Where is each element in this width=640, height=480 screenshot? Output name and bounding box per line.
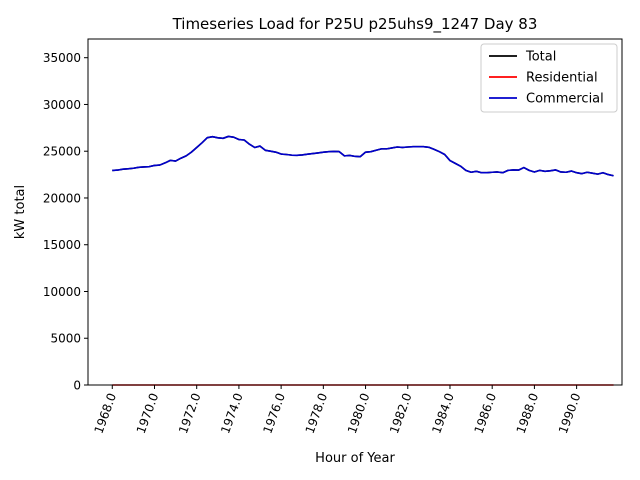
y-tick-label: 20000 [43,191,81,205]
y-tick-label: 5000 [50,332,81,346]
y-tick-label: 15000 [43,238,81,252]
x-tick-label: 1968.0 [92,391,120,435]
x-tick-label: 1972.0 [176,391,204,435]
y-tick-label: 25000 [43,145,81,159]
legend-label-commercial: Commercial [526,92,604,107]
y-tick-label: 10000 [43,285,81,299]
x-tick-label: 1982.0 [387,391,415,435]
x-axis-label: Hour of Year [315,451,395,466]
x-tick-label: 1990.0 [556,391,584,435]
legend-box [480,43,618,113]
total-series-line [112,135,614,177]
x-tick-label: 1980.0 [345,391,373,435]
y-tick-label: 0 [73,379,81,393]
x-tick-label: 1976.0 [260,391,288,435]
legend-label-total: Total [525,50,556,65]
x-tick-label: 1978.0 [303,391,331,435]
chart-title: Timeseries Load for P25U p25uhs9_1247 Da… [172,15,538,34]
y-axis-label: kW total [13,185,28,239]
commercial-series-line [112,135,614,177]
legend: Total Residential Commercial [480,43,618,113]
y-tick-label: 35000 [43,51,81,65]
legend-label-residential: Residential [526,71,598,86]
plot-area-frame [87,38,623,386]
x-tick-label: 1986.0 [471,391,499,435]
x-tick-label: 1970.0 [134,391,162,435]
y-tick-label: 30000 [43,98,81,112]
x-tick-label: 1988.0 [514,391,542,435]
x-tick-label: 1984.0 [429,391,457,435]
x-tick-label: 1974.0 [218,391,246,435]
